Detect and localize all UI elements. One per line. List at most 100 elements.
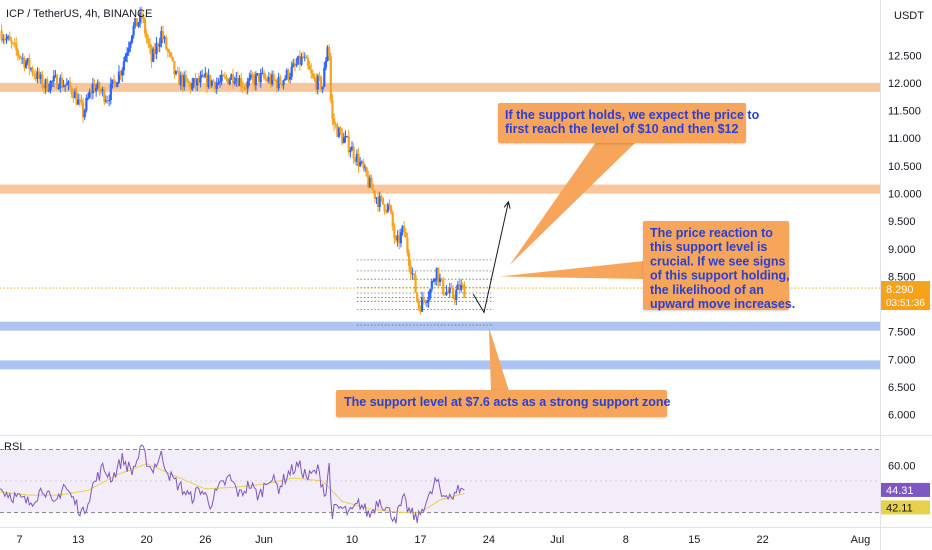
candle-257 bbox=[419, 305, 422, 315]
candle-81 bbox=[132, 22, 135, 39]
candle-168 bbox=[274, 78, 277, 83]
candle-body bbox=[306, 58, 310, 66]
candle-166 bbox=[271, 70, 274, 87]
candle-263 bbox=[429, 288, 432, 301]
candle-body bbox=[112, 79, 116, 82]
candle-134 bbox=[218, 74, 222, 88]
candle-body bbox=[223, 76, 226, 78]
candle-224 bbox=[365, 166, 368, 178]
candle-body bbox=[28, 58, 31, 69]
candle-82 bbox=[134, 17, 137, 29]
candle-body bbox=[140, 12, 143, 18]
candle-249 bbox=[406, 232, 409, 257]
candle-132 bbox=[215, 77, 218, 94]
candle-body bbox=[57, 87, 60, 89]
candle-body bbox=[284, 78, 287, 81]
candle-145 bbox=[236, 71, 240, 88]
candle-55 bbox=[90, 84, 93, 100]
rsi-value-text: 44.31 bbox=[886, 485, 914, 497]
candle-body bbox=[427, 297, 430, 302]
candle-body bbox=[414, 275, 417, 293]
candle-body bbox=[241, 87, 244, 89]
candle-body bbox=[326, 47, 329, 62]
candle-31 bbox=[51, 80, 54, 88]
candle-body bbox=[21, 58, 24, 60]
candle-215 bbox=[350, 141, 354, 151]
candle-33 bbox=[54, 70, 57, 78]
price-tick-label: 7.500 bbox=[888, 327, 916, 339]
candle-226 bbox=[368, 174, 372, 189]
candle-body bbox=[279, 77, 282, 84]
candle-body bbox=[222, 74, 225, 77]
candle-188 bbox=[306, 55, 310, 70]
annotation-line: first reach the level of $10 and then $1… bbox=[505, 122, 738, 136]
candle-235 bbox=[383, 203, 386, 215]
candle-body bbox=[176, 71, 179, 73]
candle-body bbox=[396, 235, 399, 241]
candle-body bbox=[267, 77, 270, 82]
current-price-countdown: 03:51:36 bbox=[886, 298, 925, 309]
candle-body bbox=[93, 83, 96, 92]
candle-body bbox=[143, 19, 147, 34]
candle-182 bbox=[297, 55, 300, 65]
candle-176 bbox=[287, 68, 290, 83]
candle-30 bbox=[49, 80, 52, 94]
candle-body bbox=[442, 279, 445, 294]
candle-89 bbox=[145, 29, 148, 44]
candle-body bbox=[430, 281, 433, 290]
candle-body bbox=[228, 79, 231, 85]
candle-92 bbox=[150, 44, 153, 69]
candle-77 bbox=[126, 47, 129, 63]
candle-94 bbox=[153, 42, 156, 59]
candle-258 bbox=[420, 291, 424, 312]
candle-99 bbox=[161, 25, 165, 43]
candle-body bbox=[290, 66, 293, 77]
candle-222 bbox=[362, 158, 365, 172]
candle-7 bbox=[11, 41, 15, 47]
candle-body bbox=[355, 153, 358, 162]
candle-body bbox=[277, 77, 280, 89]
candle-74 bbox=[121, 67, 124, 82]
candle-175 bbox=[285, 68, 288, 81]
candle-68 bbox=[111, 79, 114, 89]
candle-body bbox=[324, 61, 328, 68]
candle-body bbox=[406, 237, 409, 253]
candle-body bbox=[0, 30, 3, 41]
candle-173 bbox=[282, 79, 285, 90]
time-tick-label: Jun bbox=[255, 534, 273, 546]
candle-body bbox=[347, 136, 350, 153]
candle-133 bbox=[217, 77, 220, 86]
candle-body bbox=[238, 77, 241, 86]
candle-body bbox=[129, 42, 132, 48]
candle-38 bbox=[62, 79, 65, 88]
candle-57 bbox=[93, 79, 96, 93]
candle-body bbox=[275, 80, 279, 89]
candle-body bbox=[135, 18, 138, 27]
candle-160 bbox=[261, 67, 264, 75]
candle-172 bbox=[280, 83, 284, 89]
candle-body bbox=[34, 75, 37, 80]
candle-body bbox=[269, 77, 272, 85]
projection-arrowhead bbox=[503, 200, 511, 209]
candle-149 bbox=[243, 84, 246, 91]
candle-body bbox=[359, 162, 362, 167]
candle-270 bbox=[440, 277, 443, 282]
candle-219 bbox=[357, 147, 360, 173]
candle-body bbox=[11, 42, 15, 44]
candle-174 bbox=[284, 75, 287, 81]
price-tick-label: 12.000 bbox=[888, 78, 922, 90]
candle-144 bbox=[235, 71, 238, 87]
candle-body bbox=[8, 36, 11, 41]
candle-body bbox=[54, 75, 57, 77]
candle-58 bbox=[95, 84, 98, 97]
candle-body bbox=[344, 136, 347, 138]
candle-body bbox=[231, 74, 235, 84]
time-tick-label: 8 bbox=[623, 534, 629, 546]
candle-101 bbox=[165, 34, 168, 51]
candle-43 bbox=[70, 86, 73, 99]
candle-261 bbox=[425, 300, 429, 308]
candle-260 bbox=[424, 299, 427, 306]
candle-body bbox=[409, 265, 412, 274]
candle-body bbox=[60, 77, 64, 87]
candle-119 bbox=[194, 72, 197, 90]
